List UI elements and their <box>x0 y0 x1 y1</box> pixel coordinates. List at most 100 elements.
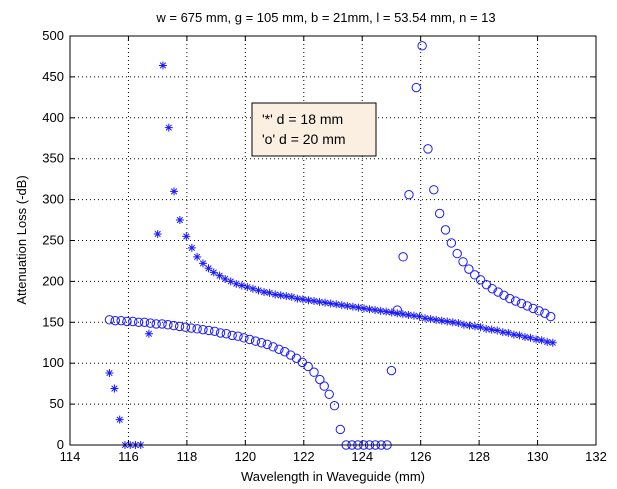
y-axis-ticks: 0 50 100 150 200 250 300 350 400 450 500 <box>42 28 596 452</box>
star-marker <box>221 274 230 283</box>
star-marker <box>287 292 296 301</box>
star-marker <box>153 229 162 238</box>
circle-marker <box>233 331 243 341</box>
star-marker <box>437 316 446 325</box>
y-tick-label: 350 <box>42 151 64 166</box>
star-marker <box>376 306 385 315</box>
circle-marker <box>151 319 161 329</box>
star-marker <box>387 308 396 317</box>
circle-marker <box>245 334 255 345</box>
star-marker <box>443 317 452 326</box>
star-marker <box>509 330 518 339</box>
y-axis-label: Attenuation Loss (-dB) <box>14 175 29 304</box>
star-marker <box>520 333 529 342</box>
y-tick-label: 100 <box>42 355 64 370</box>
circle-marker <box>209 326 220 336</box>
star-marker <box>393 309 402 318</box>
x-tick-label: 116 <box>118 449 139 464</box>
star-marker <box>448 318 457 327</box>
star-marker <box>170 187 179 196</box>
x-tick-label: 118 <box>177 449 198 464</box>
star-marker <box>398 310 407 319</box>
circle-marker <box>262 339 272 350</box>
circle-marker <box>534 306 544 316</box>
legend-entry-1: '*' d = 18 mm <box>262 111 343 127</box>
star-marker <box>409 311 418 320</box>
y-tick-label: 50 <box>50 396 64 411</box>
circle-marker <box>522 301 533 311</box>
star-marker <box>371 306 380 315</box>
star-marker <box>204 264 213 273</box>
star-marker <box>298 295 307 304</box>
circle-marker <box>157 319 167 329</box>
data-markers <box>104 41 557 450</box>
circle-marker <box>458 257 468 267</box>
y-tick-label: 150 <box>42 314 64 329</box>
star-marker <box>487 325 496 334</box>
circle-marker <box>169 320 179 331</box>
star-marker <box>343 301 352 310</box>
circle-marker <box>227 330 237 341</box>
circle-marker <box>434 208 445 219</box>
star-marker <box>537 336 546 345</box>
circle-marker <box>204 325 214 336</box>
star-marker <box>293 294 302 303</box>
star-marker <box>359 304 368 313</box>
star-marker <box>310 297 319 306</box>
x-tick-label: 114 <box>60 449 81 464</box>
circle-marker <box>116 315 126 326</box>
star-marker <box>315 297 324 306</box>
circle-marker <box>268 342 278 352</box>
star-marker <box>271 290 280 299</box>
star-marker <box>421 314 430 323</box>
star-marker <box>232 279 241 288</box>
circle-marker <box>280 347 290 357</box>
circle-marker <box>198 324 208 335</box>
circle-marker <box>128 316 138 327</box>
circle-marker <box>315 374 325 385</box>
circle-marker <box>133 317 144 327</box>
star-marker <box>193 252 202 261</box>
x-tick-label: 128 <box>468 449 490 464</box>
y-tick-label: 250 <box>42 233 64 248</box>
x-tick-label: 132 <box>585 449 607 464</box>
circle-marker <box>145 318 156 328</box>
star-marker <box>187 243 196 252</box>
circle-marker <box>528 303 538 314</box>
star-marker <box>144 329 153 338</box>
star-marker <box>532 335 541 344</box>
circle-marker <box>452 248 462 259</box>
plot-frame <box>69 35 597 446</box>
circle-marker <box>404 189 414 200</box>
y-tick-label: 200 <box>42 273 64 288</box>
star-marker <box>248 284 257 293</box>
circle-marker <box>510 296 521 306</box>
star-marker <box>226 277 235 286</box>
circle-marker <box>487 284 497 294</box>
star-marker <box>260 288 269 297</box>
star-marker <box>482 324 491 333</box>
circle-marker <box>274 344 284 354</box>
circle-marker <box>440 225 451 235</box>
circle-marker <box>221 329 232 339</box>
star-marker <box>175 216 184 225</box>
circle-marker <box>499 290 509 301</box>
star-marker <box>337 301 346 310</box>
circle-marker <box>470 270 480 280</box>
y-tick-label: 300 <box>42 192 64 207</box>
legend: '*' d = 18 mm 'o' d = 20 mm <box>251 102 377 157</box>
circle-marker <box>215 328 226 338</box>
star-marker <box>548 338 557 347</box>
star-marker <box>304 296 313 305</box>
star-marker <box>243 283 252 292</box>
star-marker <box>498 328 507 337</box>
x-axis-ticks: 114 116 118 120 122 124 126 128 130 132 <box>60 36 607 464</box>
circle-marker <box>180 322 191 332</box>
star-marker <box>110 384 119 393</box>
circle-marker <box>386 365 397 376</box>
circle-marker <box>104 315 115 325</box>
circle-marker <box>239 333 249 343</box>
legend-entry-2: 'o' d = 20 mm <box>262 131 346 147</box>
series-1 <box>105 61 557 449</box>
circle-marker <box>429 185 439 195</box>
